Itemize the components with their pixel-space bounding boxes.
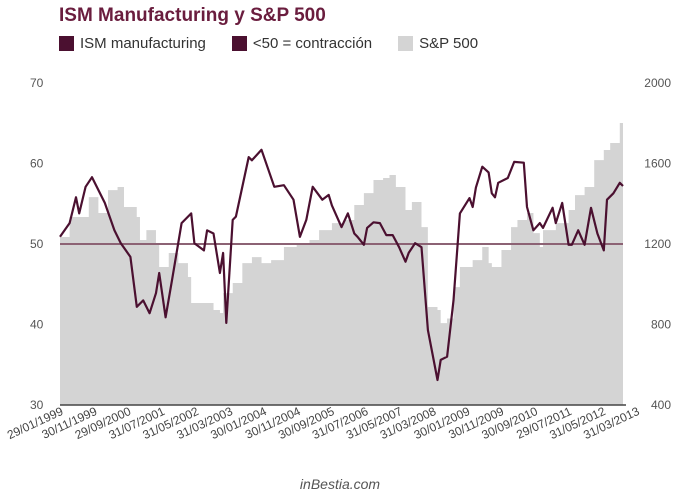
left-tick-label: 70 <box>30 76 44 90</box>
watermark: inBestia.com <box>299 476 381 492</box>
legend: ISM manufacturing <50 = contracción S&P … <box>59 35 478 52</box>
left-tick-label: 60 <box>30 157 44 171</box>
right-tick-label: 800 <box>651 318 671 332</box>
legend-swatch-threshold <box>231 36 247 51</box>
legend-item-threshold: <50 = contracción <box>231 35 373 52</box>
ism-line <box>59 148 624 382</box>
legend-swatch-sp500 <box>398 36 414 51</box>
legend-label-threshold: <50 = contracción <box>252 35 373 52</box>
right-tick-label: 1600 <box>644 157 671 171</box>
legend-item-ism: ISM manufacturing <box>59 35 206 52</box>
right-tick-label: 400 <box>651 398 671 412</box>
legend-label-ism: ISM manufacturing <box>80 35 206 52</box>
sp500-area <box>60 111 623 405</box>
right-tick-label: 1200 <box>644 237 671 251</box>
legend-swatch-ism <box>59 36 74 51</box>
left-tick-label: 50 <box>30 237 44 251</box>
chart-title: ISM Manufacturing y S&P 500 <box>59 5 326 26</box>
legend-item-sp500: S&P 500 <box>398 35 478 52</box>
right-tick-label: 2000 <box>644 76 671 90</box>
legend-label-sp500: S&P 500 <box>419 35 479 52</box>
left-tick-label: 40 <box>30 318 44 332</box>
left-tick-label: 30 <box>30 398 44 412</box>
